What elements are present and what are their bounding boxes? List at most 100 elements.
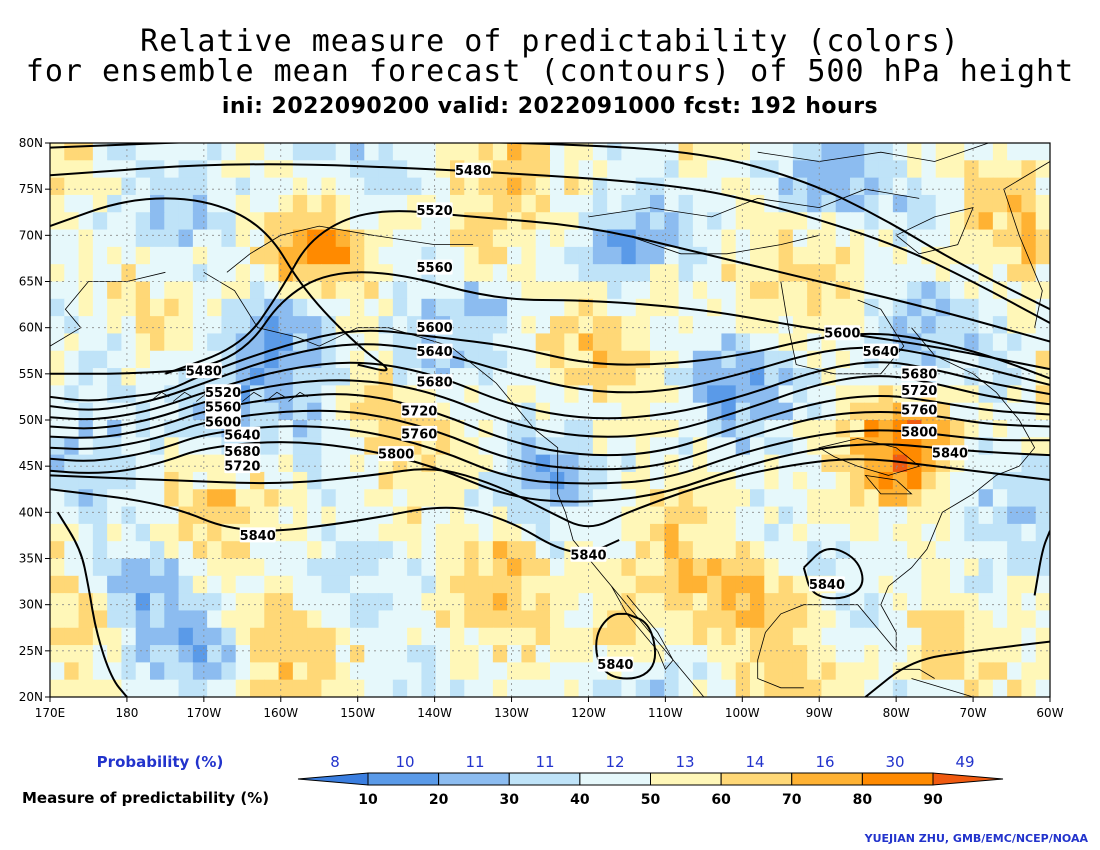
contour-label: 5680 [901, 367, 937, 382]
legend-probability-value: 13 [675, 753, 694, 771]
legend-probability-value: 11 [535, 753, 554, 771]
contour-label: 5640 [417, 345, 453, 360]
contour-label-bg [901, 365, 938, 381]
contour-label: 5560 [417, 261, 453, 276]
lon-tick-label: 130W [494, 706, 529, 720]
legend-swatch-high [932, 772, 1004, 786]
contour-line [50, 441, 1050, 503]
contour-label-bg [416, 202, 453, 218]
coastlines [50, 143, 1050, 697]
contour-label-bg [185, 363, 222, 379]
contour-label: 5680 [224, 445, 260, 460]
contour-line [50, 271, 1050, 375]
legend-probability-value: 14 [745, 753, 764, 771]
contour-label-bg [205, 413, 242, 429]
color-legend: 10 20 30 40 50 60 70 80 90 8 10 11 11 12 13 14 16 30 49 Pro… [22, 753, 1004, 808]
lat-tick-label: 65N [19, 275, 43, 289]
legend-probability-label: Probability (%) [97, 753, 224, 771]
lat-tick-label: 55N [19, 367, 43, 381]
contour-label: 5760 [901, 403, 937, 418]
lon-tick-label: 120W [571, 706, 606, 720]
chart-title-line2: for ensemble mean forecast (contours) of… [25, 54, 1075, 89]
contour-label-bg [901, 401, 938, 417]
contour-label: 5600 [205, 415, 241, 430]
contour-line [802, 547, 864, 600]
lat-tick-label: 60N [19, 321, 43, 335]
contour-line [595, 612, 657, 680]
contour-label: 5800 [378, 448, 414, 463]
contour-label-bg [570, 546, 607, 562]
contour-label-bg [455, 162, 492, 178]
lat-tick-label: 40N [19, 505, 43, 519]
height-contours [50, 143, 1050, 697]
contour-label-bg [205, 384, 242, 400]
contour-label-bg [824, 325, 861, 341]
contour-line [1033, 530, 1050, 596]
contour-label: 5520 [205, 386, 241, 401]
contour-label: 5480 [455, 164, 491, 179]
contour-label: 5600 [417, 321, 453, 336]
legend-bin-label: 80 [853, 792, 873, 808]
lon-tick-label: 150W [340, 706, 375, 720]
coastline [242, 391, 262, 402]
legend-probability-value: 49 [955, 753, 974, 771]
contour-label: 5640 [224, 428, 260, 443]
lon-tick-label: 70W [960, 706, 987, 720]
contour-label-bg [224, 426, 261, 442]
contour-label: 5600 [824, 327, 860, 342]
contour-label-bg [224, 443, 261, 459]
contour-label: 5680 [417, 376, 453, 391]
contour-label: 5840 [809, 578, 845, 593]
legend-bin-label: 90 [923, 792, 943, 808]
legend-swatch [720, 772, 793, 786]
coastline [818, 438, 921, 476]
coastline [1002, 696, 1004, 697]
map-axes: 170E 180 170W 160W 150W 140W 130W 120W 110W 100W 9… [19, 136, 1064, 720]
contour-label-bg [239, 527, 276, 543]
contour-label-bg [862, 343, 899, 359]
legend-swatch [579, 772, 651, 786]
legend-bin-label: 50 [641, 792, 661, 808]
contour-label-bg [416, 259, 453, 275]
coastline [226, 225, 474, 273]
coastline [780, 281, 905, 375]
contour-label: 5720 [224, 460, 260, 475]
lon-tick-label: 110W [648, 706, 683, 720]
lat-tick-label: 80N [19, 136, 43, 150]
contour-label-bg [597, 656, 634, 672]
coastline [50, 271, 166, 347]
contour-label: 5840 [597, 658, 633, 673]
coastline [626, 234, 820, 255]
contour-label-bg [401, 425, 438, 441]
coastline [757, 327, 1036, 689]
legend-probability-value: 12 [605, 753, 624, 771]
lat-tick-label: 45N [19, 459, 43, 473]
coastline [203, 271, 705, 697]
coastline [265, 391, 285, 402]
legend-swatch [791, 772, 863, 786]
lon-tick-label: 90W [806, 706, 833, 720]
contour-label: 5760 [401, 427, 437, 442]
contour-label: 5840 [240, 529, 276, 544]
contour-line [50, 329, 1050, 402]
lon-tick-label: 140W [417, 706, 452, 720]
chart-title-line1: Relative measure of predictability (colo… [140, 24, 960, 59]
contour-label-bg [378, 446, 415, 462]
legend-swatch [861, 772, 934, 786]
contour-line [50, 143, 1050, 311]
coastline [864, 474, 913, 495]
contour-line [50, 458, 1050, 528]
lon-tick-label: 80W [883, 706, 910, 720]
contour-line [56, 511, 128, 697]
contour-labels: 5480552055605600564056805720576058005480… [185, 162, 968, 673]
coastline [172, 391, 193, 402]
contour-label-bg [416, 343, 453, 359]
legend-bin-label: 20 [429, 792, 449, 808]
lat-tick-label: 30N [19, 598, 43, 612]
coastline [911, 678, 974, 697]
legend-swatch [367, 772, 440, 786]
contour-label: 5480 [186, 365, 222, 380]
legend-bin-label: 60 [711, 792, 731, 808]
lon-tick-label: 60W [1036, 706, 1063, 720]
contour-line [50, 197, 388, 372]
